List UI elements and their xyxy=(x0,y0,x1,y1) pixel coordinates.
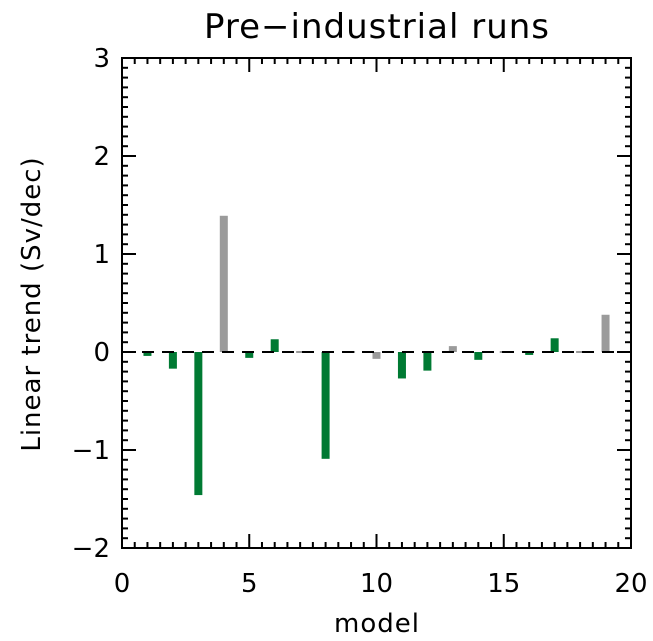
x-tick-labels: 0 5 10 15 20 xyxy=(114,569,648,599)
bar-model-3 xyxy=(194,352,203,496)
x-tick-label: 5 xyxy=(241,569,258,599)
bar-model-10 xyxy=(372,352,381,359)
y-tick-label: 0 xyxy=(93,338,110,368)
y-tick-label: −1 xyxy=(72,436,110,466)
y-tick-label: 2 xyxy=(93,142,110,172)
x-tick-label: 10 xyxy=(360,569,393,599)
x-tick-label: 15 xyxy=(487,569,520,599)
x-tick-label: 20 xyxy=(614,569,647,599)
y-tick-labels: −2 −1 0 1 2 3 xyxy=(72,44,110,564)
bar-model-4 xyxy=(219,215,228,352)
y-tick-label: 1 xyxy=(93,240,110,270)
x-axis-label: model xyxy=(334,609,420,639)
bar-model-12 xyxy=(423,352,432,371)
bar-model-13 xyxy=(448,346,457,352)
bar-model-6 xyxy=(270,339,279,352)
bar-model-18 xyxy=(576,351,585,353)
plot-frame xyxy=(121,57,632,549)
bar-model-14 xyxy=(474,352,483,360)
bar-model-5 xyxy=(245,352,254,358)
bar-model-17 xyxy=(550,338,559,352)
bar-model-7 xyxy=(296,351,305,353)
bar-model-11 xyxy=(397,352,406,379)
plot-area: 0 5 10 15 20 −2 −1 0 1 2 3 xyxy=(72,44,648,599)
bar-model-1 xyxy=(143,352,152,356)
chart-title: Pre−industrial runs xyxy=(204,7,550,47)
bar-model-16 xyxy=(525,352,534,355)
y-axis-label: Linear trend (Sv/dec) xyxy=(17,156,47,451)
x-tick-label: 0 xyxy=(114,569,131,599)
bar-model-19 xyxy=(601,314,610,352)
bar-model-8 xyxy=(321,352,330,459)
bar-model-2 xyxy=(168,352,177,369)
y-tick-label: 3 xyxy=(93,44,110,74)
bars-group xyxy=(143,215,610,496)
y-tick-label: −2 xyxy=(72,534,110,564)
